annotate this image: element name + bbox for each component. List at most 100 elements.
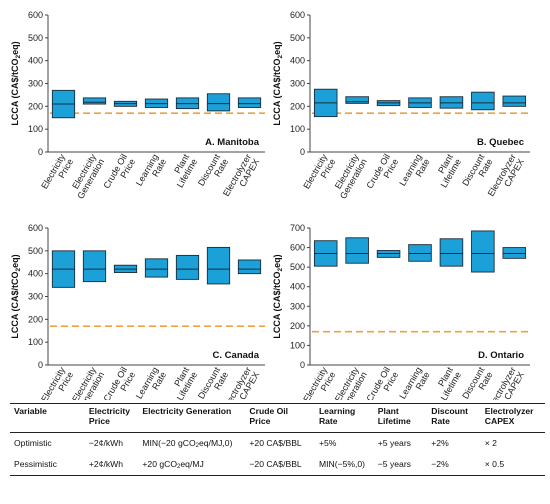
y-tick-label: 100 — [290, 124, 305, 134]
box — [237, 259, 262, 275]
header-crude-oil-price: Crude Oil Price — [249, 406, 289, 426]
box — [82, 97, 107, 105]
box — [175, 254, 200, 280]
table-cell: −20 CA$/BBL — [249, 459, 302, 470]
table-cell: × 2 — [484, 438, 497, 449]
y-tick-label: 200 — [290, 321, 305, 331]
table-row: Pessimistic +2¢/kWh +20 gCO2eq/MJ −20 CA$/B… — [10, 454, 545, 476]
box — [345, 237, 369, 264]
table-cell: −2% — [431, 459, 449, 470]
chart-panel-4: 0 100 200 300 400 500 600 700 LCCA (CA$/tCO2eq) E… — [272, 223, 530, 400]
table-row: Optimistic −2¢/kWh MIN(−20 gCO2eq/MJ,0) +20… — [10, 432, 545, 454]
y-tick-label: 300 — [28, 292, 43, 302]
table-cell: MIN(−20 gCO2eq/MJ,0) — [142, 437, 233, 449]
category-label: Crude OilPrice — [101, 152, 137, 195]
table-cell: −2¢/kWh — [88, 438, 124, 449]
sensitivity-table: Variable Electricity Price Electricity G… — [10, 403, 545, 476]
category-label: LearningRate — [134, 152, 168, 192]
category-label: ElectricityPrice — [39, 365, 75, 400]
y-tick-label: 500 — [290, 33, 305, 43]
figure: 0 100 200 300 400 500 600 LCCA (CA$/tCO2eq) Elec… — [10, 10, 530, 400]
y-tick-label: 400 — [290, 282, 305, 292]
table-cell: +20 gCO2eq/MJ — [142, 458, 204, 470]
y-tick-label: 400 — [290, 56, 305, 66]
y-tick-label: 300 — [290, 301, 305, 311]
header-discount-rate: Discount Rate — [431, 406, 469, 426]
y-tick-label: 300 — [290, 79, 305, 89]
category-label: PlantLifetime — [431, 365, 464, 400]
table-cell: × 0.5 — [484, 459, 505, 470]
category-label: ElectricityGeneration — [330, 152, 369, 201]
table-cell: +5% — [318, 438, 337, 449]
y-tick-label: 0 — [38, 147, 43, 157]
category-label: ElectrolyzerCAPEX — [221, 152, 261, 202]
table-cell: Pessimistic — [14, 459, 57, 470]
category-label: Crude OilPrice — [364, 365, 400, 400]
category-label: LearningRate — [134, 365, 168, 400]
panel-title: C. Canada — [213, 350, 260, 361]
y-tick-label: 200 — [290, 101, 305, 111]
category-label: ElectricityGeneration — [67, 365, 106, 400]
table-cell: Optimistic — [14, 438, 52, 449]
y-tick-label: 400 — [28, 269, 43, 279]
category-label: Crude OilPrice — [101, 365, 137, 400]
header-plant-lifetime: Plant Lifetime — [377, 406, 411, 426]
y-tick-label: 200 — [28, 101, 43, 111]
category-label: ElectricityGeneration — [67, 152, 106, 201]
box — [206, 246, 231, 285]
y-tick-label: 0 — [38, 360, 43, 370]
table-cell: +20 CA$/BBL — [249, 438, 302, 449]
category-label: PlantLifetime — [167, 365, 200, 400]
header-learning-rate: Learning Rate — [318, 406, 356, 426]
box — [439, 238, 464, 267]
category-label: Crude OilPrice — [364, 152, 400, 195]
category-label: ElectrolyzerCAPEX — [221, 365, 261, 400]
category-label: PlantLifetime — [167, 152, 200, 189]
box — [471, 230, 495, 273]
table-cell: MIN(−5%,0) — [318, 459, 366, 470]
y-axis-label: LCCA (CA$/tCO2eq) — [272, 254, 284, 338]
category-label: PlantLifetime — [431, 152, 464, 189]
y-tick-label: 100 — [28, 124, 43, 134]
chart-panel-2: 0 100 200 300 400 500 600 LCCA (CA$/tCO2eq) Elec… — [272, 10, 530, 202]
chart-panel-3: 0 100 200 300 400 500 600 LCCA (CA$/tCO2eq) Elec… — [10, 223, 265, 400]
box — [502, 95, 527, 107]
header-variable: Variable — [14, 406, 47, 416]
category-label: ElectricityPrice — [301, 365, 337, 400]
category-label: LearningRate — [397, 365, 431, 400]
y-tick-label: 100 — [290, 340, 305, 350]
category-label: ElectrolyzerCAPEX — [486, 152, 526, 202]
y-axis-label: LCCA (CA$/tCO2eq) — [272, 41, 284, 125]
box — [471, 91, 495, 111]
category-label: DiscountRate — [196, 365, 231, 400]
category-label: ElectrolyzerCAPEX — [486, 365, 526, 400]
y-tick-label: 300 — [28, 79, 43, 89]
y-tick-label: 600 — [28, 10, 43, 20]
box — [345, 96, 369, 104]
box — [144, 258, 169, 278]
y-tick-label: 0 — [300, 147, 305, 157]
y-tick-label: 400 — [28, 56, 43, 66]
category-label: ElectricityPrice — [301, 152, 337, 196]
box — [206, 93, 231, 112]
y-tick-label: 700 — [290, 223, 305, 233]
panel-title: A. Manitoba — [205, 137, 260, 148]
chart-panel-1: 0 100 200 300 400 500 600 LCCA (CA$/tCO2eq) Elec… — [10, 10, 265, 202]
table-cell: +2% — [431, 438, 449, 449]
y-tick-label: 600 — [28, 223, 43, 233]
category-label: LearningRate — [397, 152, 431, 192]
table-cell: −5 years — [377, 459, 411, 470]
y-tick-label: 600 — [290, 243, 305, 253]
header-electrolyzer-capex: Electrolyzer CAPEX — [484, 406, 534, 426]
table-cell: +5 years — [377, 438, 411, 449]
y-tick-label: 500 — [28, 33, 43, 43]
y-axis-label: LCCA (CA$/tCO2eq) — [10, 41, 22, 125]
y-tick-label: 100 — [28, 337, 43, 347]
category-label: ElectricityPrice — [39, 152, 75, 196]
category-label: DiscountRate — [460, 365, 495, 400]
panel-title: D. Ontario — [478, 350, 524, 361]
y-tick-label: 500 — [290, 262, 305, 272]
y-tick-label: 0 — [300, 360, 305, 370]
table-cell: +2¢/kWh — [88, 459, 124, 470]
y-tick-label: 200 — [28, 314, 43, 324]
